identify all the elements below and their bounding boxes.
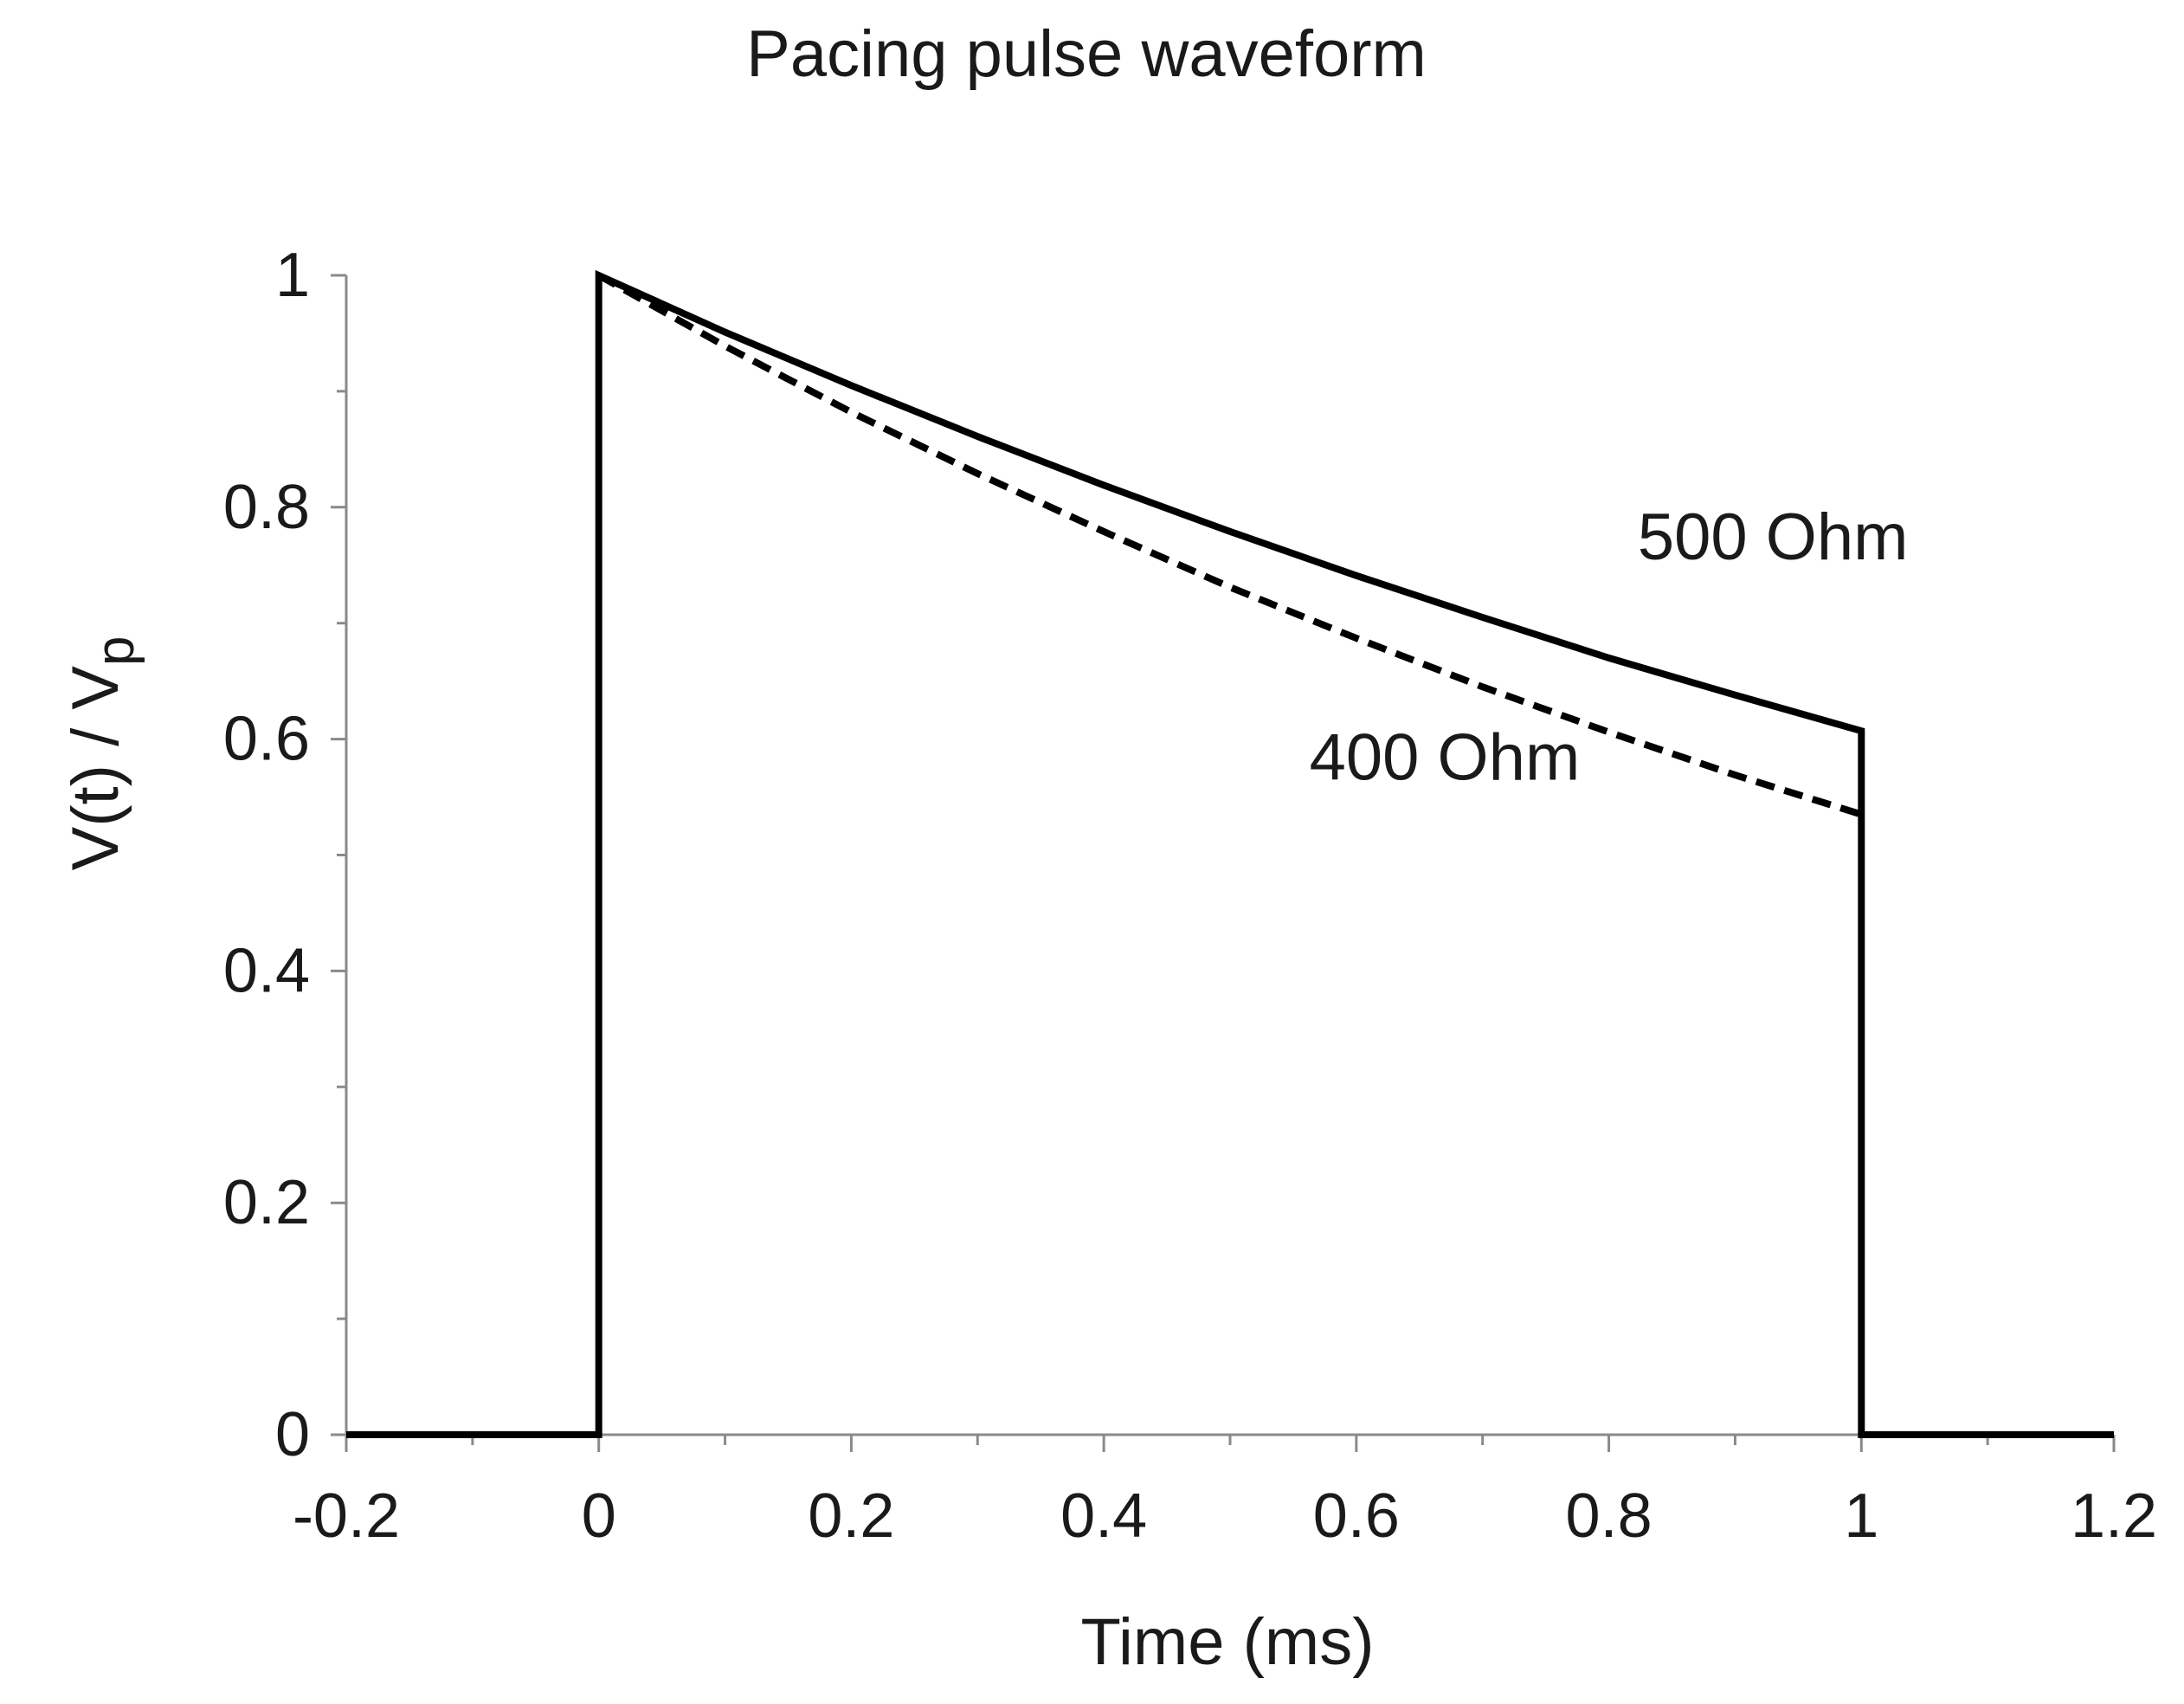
x-tick-label: 0.4 (1060, 1481, 1147, 1551)
annotation-label: 400 Ohm (1310, 720, 1581, 794)
x-tick-label: 1.2 (2071, 1481, 2157, 1551)
y-axis-label-subscript: p (86, 636, 145, 666)
y-axis-label-main: V(t) / V (59, 666, 132, 871)
x-ticks (345, 1435, 2116, 1452)
y-tick-label: 0 (275, 1400, 310, 1469)
series-layer (346, 269, 2114, 1438)
y-tick-label: 0.2 (223, 1168, 310, 1237)
x-tick-labels: -0.2 0 0.2 0.4 0.6 0.8 1 1.2 (293, 1481, 2157, 1551)
x-tick-label: 1 (1844, 1481, 1878, 1551)
x-tick-label: 0 (582, 1481, 616, 1551)
axes: 0 0.2 0.4 0.6 0.8 1 -0.2 0 0.2 0.4 0.6 0.8 1 1.2 (223, 241, 2157, 1551)
x-axis-label: Time (ms) (1080, 1605, 1374, 1679)
y-tick-label: 0.8 (223, 473, 310, 542)
x-tick-label: 0.2 (808, 1481, 894, 1551)
series-line-500-ohm (346, 269, 2114, 1438)
x-tick-label: 0.6 (1313, 1481, 1400, 1551)
x-tick-label: 0.8 (1566, 1481, 1652, 1551)
annotation-label: 500 Ohm (1638, 500, 1909, 574)
y-tick-label: 0.4 (223, 936, 310, 1005)
y-tick-labels: 0 0.2 0.4 0.6 0.8 1 (223, 241, 310, 1469)
y-tick-label: 0.6 (223, 705, 310, 774)
y-axis-label: V(t) / Vp (59, 636, 145, 871)
y-ticks (331, 274, 346, 1436)
y-tick-label: 1 (275, 241, 310, 310)
annotation-layer: 500 Ohm 400 Ohm (1310, 500, 1909, 794)
series-line-400-ohm (596, 272, 1863, 818)
chart-title: Pacing pulse waveform (746, 17, 1427, 91)
x-tick-label: -0.2 (293, 1481, 400, 1551)
